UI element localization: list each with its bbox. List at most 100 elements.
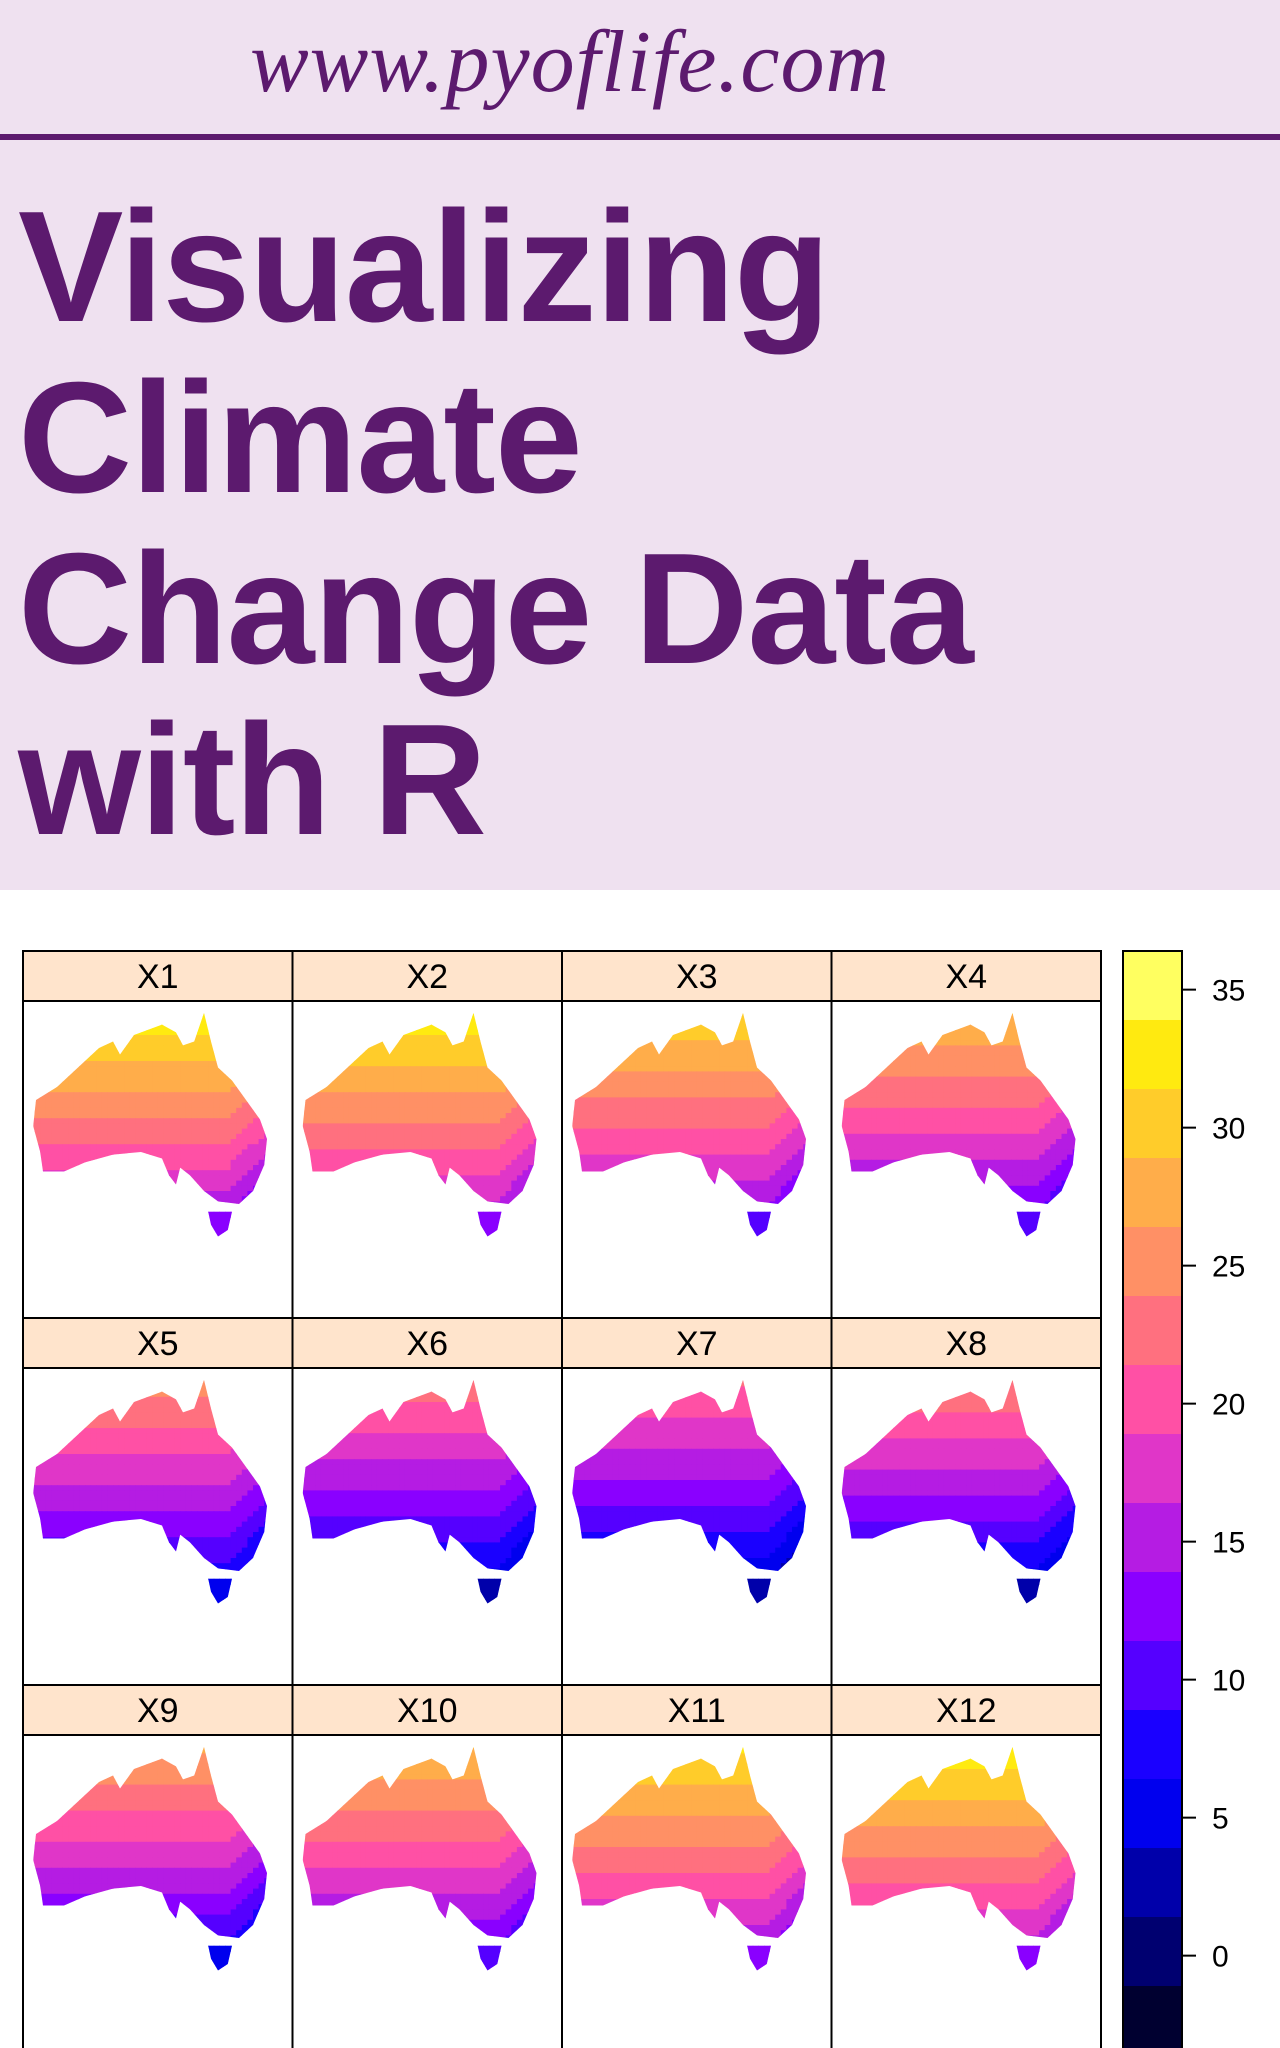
- map-cell: [382, 1133, 389, 1140]
- map-cell: [124, 1139, 131, 1145]
- map-cell: [741, 1050, 748, 1057]
- map-cell: [141, 1035, 148, 1041]
- map-cell: [741, 1045, 748, 1051]
- map-cell: [494, 1107, 501, 1114]
- map-cell: [197, 1097, 204, 1103]
- map-cell: [472, 1175, 479, 1181]
- map-cell: [792, 1123, 799, 1129]
- map-cell: [505, 1180, 512, 1187]
- map-cell: [219, 1133, 226, 1140]
- map-cell: [444, 1113, 451, 1119]
- map-cell: [472, 1159, 479, 1166]
- map-cell: [618, 1066, 625, 1072]
- map-cell: [180, 1149, 187, 1155]
- map-cell: [68, 1159, 75, 1166]
- map-cell: [157, 1061, 164, 1067]
- map-cell: [62, 1081, 69, 1088]
- map-cell: [696, 1035, 703, 1041]
- map-cell: [624, 1113, 631, 1119]
- map-cell: [107, 1055, 114, 1062]
- map-cell: [421, 1097, 428, 1103]
- map-cell: [382, 1139, 389, 1145]
- map-cell: [163, 1133, 170, 1140]
- map-cell: [494, 1165, 501, 1171]
- map-cell: [399, 1102, 406, 1109]
- map-cell: [197, 1107, 204, 1114]
- map-cell: [129, 1128, 136, 1135]
- map-cell: [685, 1092, 692, 1098]
- map-cell: [460, 1170, 467, 1176]
- map-cell: [320, 1139, 327, 1145]
- map-cell: [174, 1097, 181, 1103]
- map-cell: [304, 1123, 311, 1129]
- map-cell: [460, 1061, 467, 1067]
- map-cell: [85, 1087, 92, 1093]
- map-cell: [191, 1128, 198, 1135]
- map-cell: [129, 1055, 136, 1062]
- map-cell: [247, 1128, 254, 1135]
- map-cell: [741, 1071, 748, 1077]
- map-cell: [708, 1040, 715, 1046]
- map-cell: [185, 1133, 192, 1140]
- map-cell: [421, 1144, 428, 1150]
- map-cell: [724, 1066, 731, 1072]
- map-cell: [225, 1097, 232, 1103]
- map-cell: [500, 1087, 507, 1093]
- map-cell: [472, 1149, 479, 1155]
- map-cell: [472, 1144, 479, 1150]
- map-cell: [57, 1123, 64, 1129]
- map-cell: [444, 1081, 451, 1088]
- map-cell: [399, 1071, 406, 1077]
- map-cell: [708, 1113, 715, 1119]
- map-cell: [393, 1107, 400, 1114]
- map-cell: [163, 1154, 170, 1161]
- map-cell: [382, 1071, 389, 1077]
- map-cell: [696, 1055, 703, 1062]
- map-cell: [764, 1081, 771, 1088]
- map-cell: [68, 1087, 75, 1093]
- map-cell: [382, 1097, 389, 1103]
- map-cell: [208, 1092, 215, 1098]
- map-cell: [141, 1092, 148, 1098]
- map-cell: [388, 1144, 395, 1150]
- site-url[interactable]: www.pyoflife.com: [0, 12, 1140, 113]
- map-cell: [135, 1081, 142, 1088]
- map-cell: [146, 1107, 153, 1114]
- map-cell: [730, 1113, 737, 1119]
- map-cell: [444, 1102, 451, 1109]
- map-cell: [90, 1107, 97, 1114]
- map-cell: [219, 1102, 226, 1109]
- map-cell: [460, 1092, 467, 1098]
- map-cell: [326, 1159, 333, 1166]
- map-cell: [40, 1123, 47, 1129]
- map-cell: [225, 1087, 232, 1093]
- map-cell: [663, 1118, 670, 1124]
- map-cell: [691, 1076, 698, 1083]
- map-cell: [455, 1113, 462, 1119]
- map-cell: [674, 1123, 681, 1129]
- map-cell: [646, 1123, 653, 1129]
- map-cell: [236, 1118, 243, 1124]
- map-cell: [685, 1035, 692, 1041]
- map-cell: [174, 1050, 181, 1057]
- map-cell: [208, 1165, 215, 1171]
- map-cell: [652, 1087, 659, 1093]
- map-cell: [444, 1144, 451, 1150]
- map-cell: [118, 1066, 125, 1072]
- map-cell: [483, 1081, 490, 1088]
- map-cell: [315, 1149, 322, 1155]
- map-cell: [258, 1123, 265, 1129]
- map-cell: [455, 1123, 462, 1129]
- map-cell: [708, 1076, 715, 1083]
- map-cell: [724, 1118, 731, 1124]
- map-cell: [337, 1092, 344, 1098]
- map-cell: [202, 1050, 209, 1057]
- map-cell: [96, 1081, 103, 1088]
- map-cell: [332, 1097, 339, 1103]
- map-cell: [315, 1123, 322, 1129]
- map-cell: [152, 1113, 159, 1119]
- map-cell: [332, 1133, 339, 1140]
- map-cell: [511, 1139, 518, 1145]
- map-cell: [466, 1029, 473, 1036]
- map-cell: [500, 1133, 507, 1140]
